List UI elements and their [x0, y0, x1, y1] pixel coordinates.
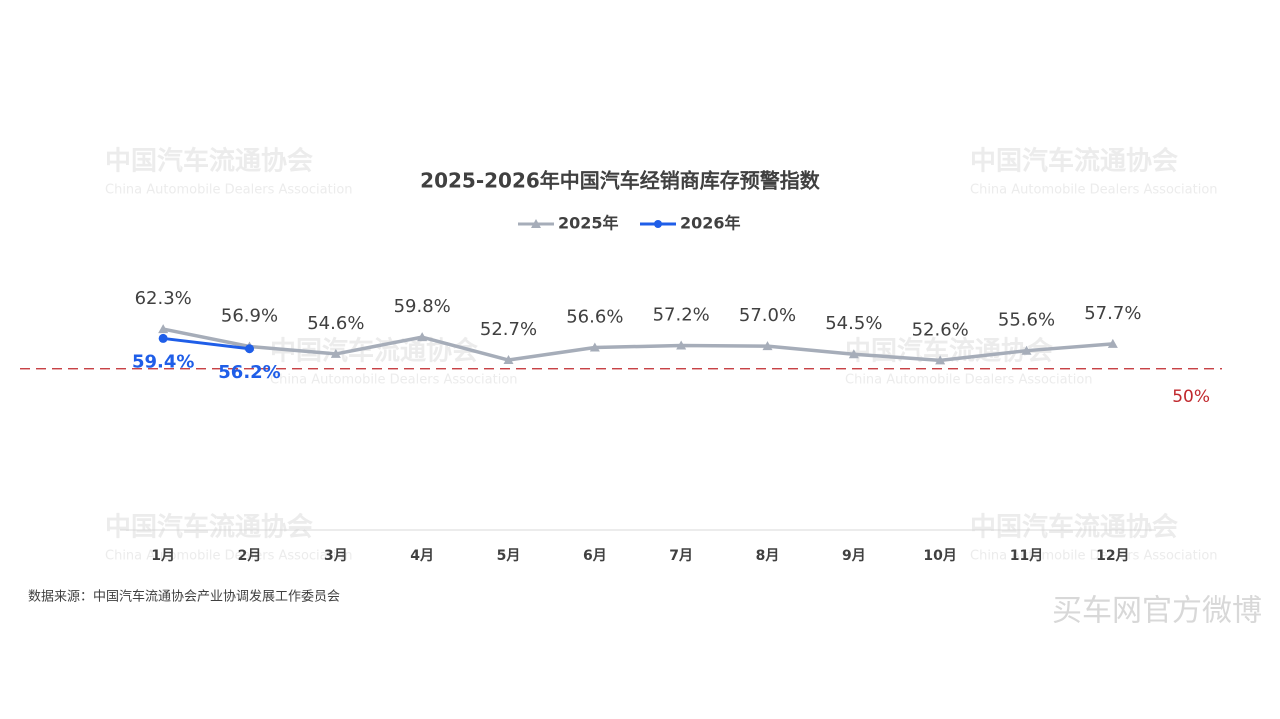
- point: [848, 349, 859, 359]
- point: [762, 341, 773, 351]
- point: [158, 324, 169, 334]
- data-label: 54.6%: [307, 313, 364, 334]
- legend-marker: [654, 220, 662, 228]
- x-tick-label: 4月: [410, 548, 434, 564]
- data-label: 56.6%: [566, 306, 623, 327]
- source-note: 数据来源：中国汽车流通协会产业协调发展工作委员会: [28, 589, 340, 605]
- point: [1021, 345, 1032, 355]
- x-tick-label: 6月: [583, 548, 607, 564]
- legend-marker: [531, 219, 541, 228]
- series-line: [162, 336, 250, 351]
- watermark-en: China Automobile Dealers Association: [105, 549, 353, 564]
- watermark-en: China Automobile Dealers Association: [270, 373, 518, 388]
- data-label: 56.2%: [218, 362, 280, 383]
- watermark-en: China Automobile Dealers Association: [970, 183, 1218, 198]
- x-tick-label: 10月: [923, 548, 956, 564]
- data-label: 57.7%: [1084, 303, 1141, 324]
- x-tick-label: 7月: [669, 548, 693, 564]
- point: [1107, 338, 1118, 348]
- watermark-cn: 中国汽车流通协会: [970, 146, 1178, 177]
- data-label: 57.2%: [653, 305, 710, 326]
- data-label: 59.8%: [394, 296, 451, 317]
- reference-label: 50%: [1172, 387, 1210, 407]
- series-line: [162, 327, 1113, 363]
- data-label: 57.0%: [739, 305, 796, 326]
- data-label: 54.5%: [825, 313, 882, 334]
- chart-title: 2025-2026年中国汽车经销商库存预警指数: [420, 169, 821, 193]
- x-tick-label: 9月: [842, 548, 866, 564]
- point: [330, 348, 341, 358]
- watermark-weibo: 买车网官方微博: [1052, 594, 1262, 629]
- point: [158, 333, 168, 343]
- data-label: 62.3%: [135, 288, 192, 309]
- watermark-cn: 中国汽车流通协会: [970, 512, 1178, 543]
- legend-label: 2026年: [680, 214, 741, 233]
- point: [245, 344, 254, 354]
- data-label: 55.6%: [998, 310, 1055, 331]
- watermark-cn: 中国汽车流通协会: [105, 146, 313, 177]
- watermark-en: China Automobile Dealers Association: [970, 549, 1218, 564]
- point: [935, 355, 946, 365]
- point: [417, 332, 428, 342]
- watermark-cn: 中国汽车流通协会: [105, 512, 313, 543]
- point: [676, 340, 687, 350]
- x-tick-label: 12月: [1096, 548, 1129, 564]
- watermark-en: China Automobile Dealers Association: [105, 183, 353, 198]
- watermark-en: China Automobile Dealers Association: [845, 373, 1093, 388]
- x-tick-label: 8月: [756, 548, 780, 564]
- data-label: 52.6%: [912, 319, 969, 340]
- x-tick-label: 1月: [151, 548, 175, 564]
- x-tick-label: 2月: [238, 548, 262, 564]
- data-label: 56.9%: [221, 305, 278, 326]
- data-label: 52.7%: [480, 319, 537, 340]
- data-label: 59.4%: [132, 351, 194, 372]
- x-tick-label: 3月: [324, 548, 348, 564]
- point: [503, 355, 514, 365]
- legend-label: 2025年: [558, 214, 619, 233]
- x-tick-label: 5月: [497, 548, 521, 564]
- x-tick-label: 11月: [1010, 548, 1043, 564]
- point: [589, 342, 600, 352]
